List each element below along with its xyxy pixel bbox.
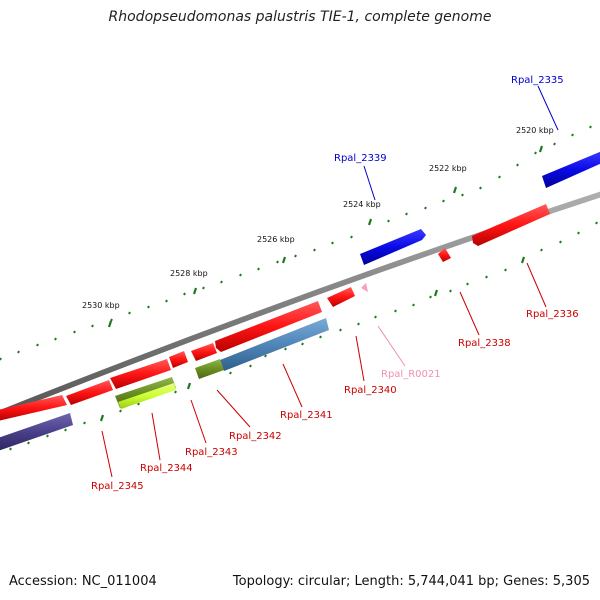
gene-arrow-rpal-2345b[interactable]	[0, 395, 67, 421]
gene-arrow-rpal-2336[interactable]	[472, 204, 550, 246]
gene-arrow-rpal-2344[interactable]	[110, 359, 171, 389]
gene-label-rpal-2343[interactable]: Rpal_2343	[185, 447, 238, 458]
gene-arrow-rpal-2339[interactable]	[360, 229, 426, 265]
gene-arrow-rpal-2343[interactable]	[169, 351, 188, 368]
gene-arrow-rpal-2345-inner[interactable]	[0, 413, 73, 451]
kbp-label: 2526 kbp	[257, 235, 295, 244]
gene-arrow-rpal-2342-inner[interactable]	[195, 359, 224, 379]
gene-arrow-rpal-2344-lime[interactable]	[118, 383, 176, 409]
topology-label: Topology: circular; Length: 5,744,041 bp…	[232, 574, 590, 589]
gene-arrow-rpal-2341-inner[interactable]	[220, 318, 329, 371]
kbp-label: 2520 kbp	[516, 126, 554, 135]
outer-tick-ring	[0, 125, 592, 361]
gene-arrow-rpal-2338[interactable]	[438, 248, 451, 262]
kbp-label: 2528 kbp	[170, 269, 208, 278]
kbp-label: 2522 kbp	[429, 164, 467, 173]
accession-label: Accession: NC_011004	[9, 574, 157, 589]
inner-major-ticks	[99, 256, 526, 422]
gene-label-rpal-2340[interactable]: Rpal_2340	[344, 385, 397, 396]
callout-lines	[101, 85, 559, 478]
inner-tick-ring	[9, 221, 598, 451]
rna-marker-rpal-r0021[interactable]	[361, 283, 368, 292]
gene-label-rpal-2339[interactable]: Rpal_2339	[334, 153, 387, 164]
gene-label-rpal-r0021[interactable]: Rpal_R0021	[381, 369, 441, 380]
gene-label-rpal-2335[interactable]: Rpal_2335	[511, 75, 564, 86]
gene-arrow-rpal-2342[interactable]	[191, 343, 217, 361]
genome-backbone	[0, 191, 600, 417]
gene-arrow-rpal-2340[interactable]	[327, 287, 355, 307]
gene-label-rpal-2342[interactable]: Rpal_2342	[229, 431, 282, 442]
gene-label-rpal-2345[interactable]: Rpal_2345	[91, 481, 144, 492]
kbp-label: 2530 kbp	[82, 301, 120, 310]
kbp-label: 2524 kbp	[343, 200, 381, 209]
genome-title: Rhodopseudomonas palustris TIE-1, comple…	[108, 9, 492, 25]
major-ticks	[107, 145, 544, 328]
gene-arrow-rpal-2341[interactable]	[215, 301, 322, 352]
gene-label-rpal-2338[interactable]: Rpal_2338	[458, 338, 511, 349]
gene-arrow-rpal-2335[interactable]	[542, 151, 600, 188]
gene-label-rpal-2344[interactable]: Rpal_2344	[140, 463, 193, 474]
gene-label-rpal-2341[interactable]: Rpal_2341	[280, 410, 333, 421]
gene-label-rpal-2336[interactable]: Rpal_2336	[526, 309, 579, 320]
gene-arrow-rpal-2345[interactable]	[66, 380, 113, 405]
